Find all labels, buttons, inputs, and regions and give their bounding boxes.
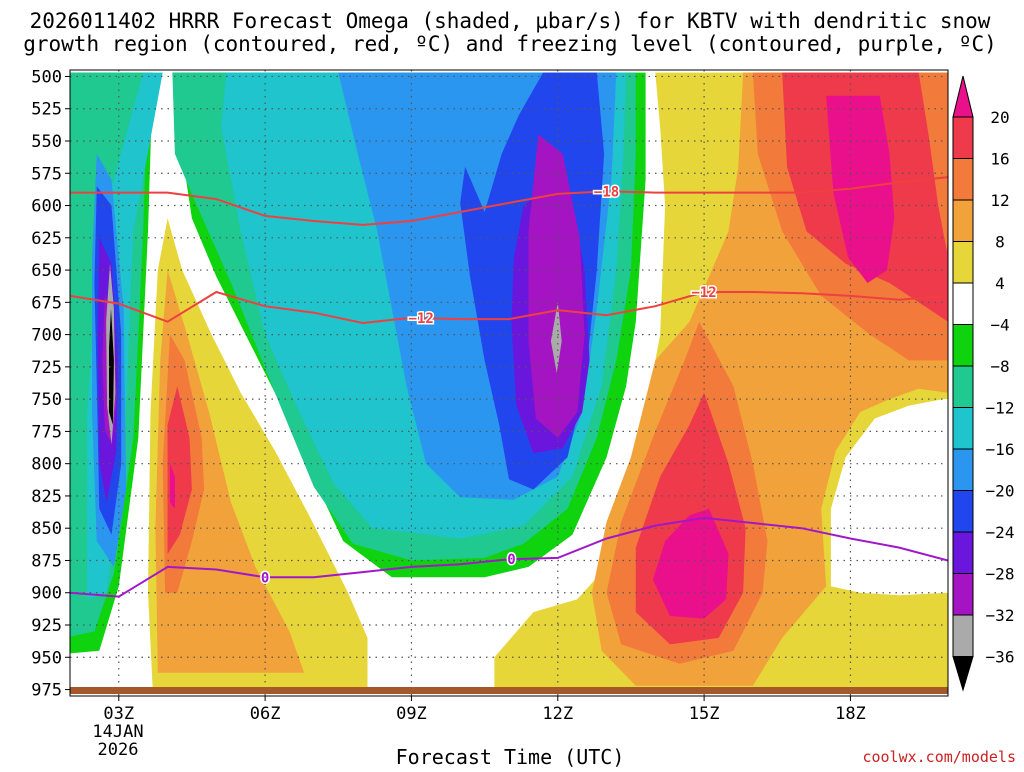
colorbar-bin-9 [952,448,974,491]
colorbar-label-10: −24 [986,523,1015,542]
colorbar-label-6: −8 [990,357,1009,376]
colorbar-bin-2 [952,158,974,201]
x-tick-label-06Z: 06Z [250,704,281,724]
y-tick-label-600: 600 [31,197,62,217]
freezing-level-contour-label-2: 0 [507,552,515,568]
colorbar-label-1: 16 [990,150,1009,169]
colorbar-label-8: −16 [986,440,1015,459]
x-tick-label-15Z: 15Z [689,704,720,724]
plot-frame [69,69,949,697]
colorbar-bin-5 [952,282,974,325]
colorbar-label-13: −36 [986,648,1015,667]
omega-region-11 [528,134,585,438]
y-tick-label-950: 950 [31,648,62,668]
y-tick-label-875: 875 [31,551,62,571]
colorbar-bin-10 [952,490,974,533]
colorbar-bin-1 [952,116,974,159]
y-tick-label-550: 550 [31,132,62,152]
credit-label: coolwx.com/models [862,748,1016,766]
x-tick-label-09Z: 09Z [396,704,427,724]
y-tick-label-500: 500 [31,67,62,87]
colorbar-bin-4 [952,241,974,284]
gridlines [70,70,948,696]
colorbar-label-5: −4 [990,316,1009,335]
dgz-top-contour-line [70,176,948,226]
colorbar-label-4: 4 [995,274,1005,293]
omega-region-30 [652,508,729,619]
colorbar: 20 16 12 8 4 −4 −8 −12 −16 −20 −24 −28 −32 −36 [952,75,1015,692]
colorbar-bin-11 [952,531,974,574]
omega-region-20 [170,463,175,509]
chart-title-line-1: 2026011402 HRRR Forecast Omega (shaded, … [30,9,991,33]
y-tick-label-925: 925 [31,616,62,636]
colorbar-cap-bottom [952,656,974,692]
colorbar-bin-3 [952,199,974,242]
freezing-level-contour-line [70,516,948,598]
freezing-level-contour-label: 0 [261,570,269,586]
colorbar-bin-8 [952,407,974,450]
dgz-bottom-contour-label-2: −12 [409,311,434,327]
x-tick-label-12Z: 12Z [542,704,573,724]
colorbar-bin-7 [952,365,974,408]
colorbar-cap-top [952,75,974,118]
colorbar-label-3: 8 [995,233,1005,252]
y-tick-label-800: 800 [31,455,62,475]
y-tick-label-625: 625 [31,229,62,249]
colorbar-label-12: −32 [986,606,1015,625]
colorbar-label-11: −28 [986,565,1015,584]
dgz-bottom-contour-line [70,290,948,325]
omega-region-27 [943,237,948,309]
y-tick-label-850: 850 [31,519,62,539]
y-tick-label-700: 700 [31,326,62,346]
y-tick-label-775: 775 [31,422,62,442]
y-tick-label-750: 750 [31,390,62,410]
x-axis: 03Z 06Z 09Z 12Z 15Z 18Z [103,696,866,724]
omega-region-13 [550,302,562,374]
omega-region-22 [830,399,948,596]
y-tick-label-575: 575 [31,164,62,184]
date-label-line-1: 14JAN [92,722,143,742]
colorbar-label-9: −20 [986,482,1015,501]
y-tick-label-900: 900 [31,584,62,604]
x-tick-label-03Z: 03Z [103,704,134,724]
colorbar-bin-12 [952,573,974,616]
y-tick-label-525: 525 [31,100,62,120]
y-axis: 500 525 550 575 600 625 650 675 700 725 750 775 800 8… [31,67,70,701]
contours: −18 −12 0 −12 0 [70,176,948,598]
x-tick-label-18Z: 18Z [835,704,866,724]
y-tick-label-975: 975 [31,681,62,701]
y-tick-label-825: 825 [31,487,62,507]
omega-region-29 [826,95,895,283]
colorbar-bin-13 [952,614,974,657]
x-axis-title: Forecast Time (UTC) [396,745,625,768]
omega-region-17 [155,270,305,673]
omega-region-19 [167,386,192,554]
dgz-bottom-contour-label: −12 [691,285,716,301]
date-label-line-2: 2026 [98,740,139,760]
omega-shading [70,72,948,694]
dgz-top-contour-label: −18 [594,184,619,200]
colorbar-label-2: 12 [990,191,1009,210]
chart-title-line-2: growth region (contoured, red, ºC) and f… [23,32,997,56]
omega-region-14 [109,308,114,425]
colorbar-label-7: −12 [986,399,1015,418]
y-tick-label-650: 650 [31,261,62,281]
y-tick-label-675: 675 [31,293,62,313]
terrain-strip [70,687,948,694]
colorbar-bin-6 [952,324,974,367]
colorbar-label-0: 20 [990,108,1009,127]
y-tick-label-725: 725 [31,358,62,378]
